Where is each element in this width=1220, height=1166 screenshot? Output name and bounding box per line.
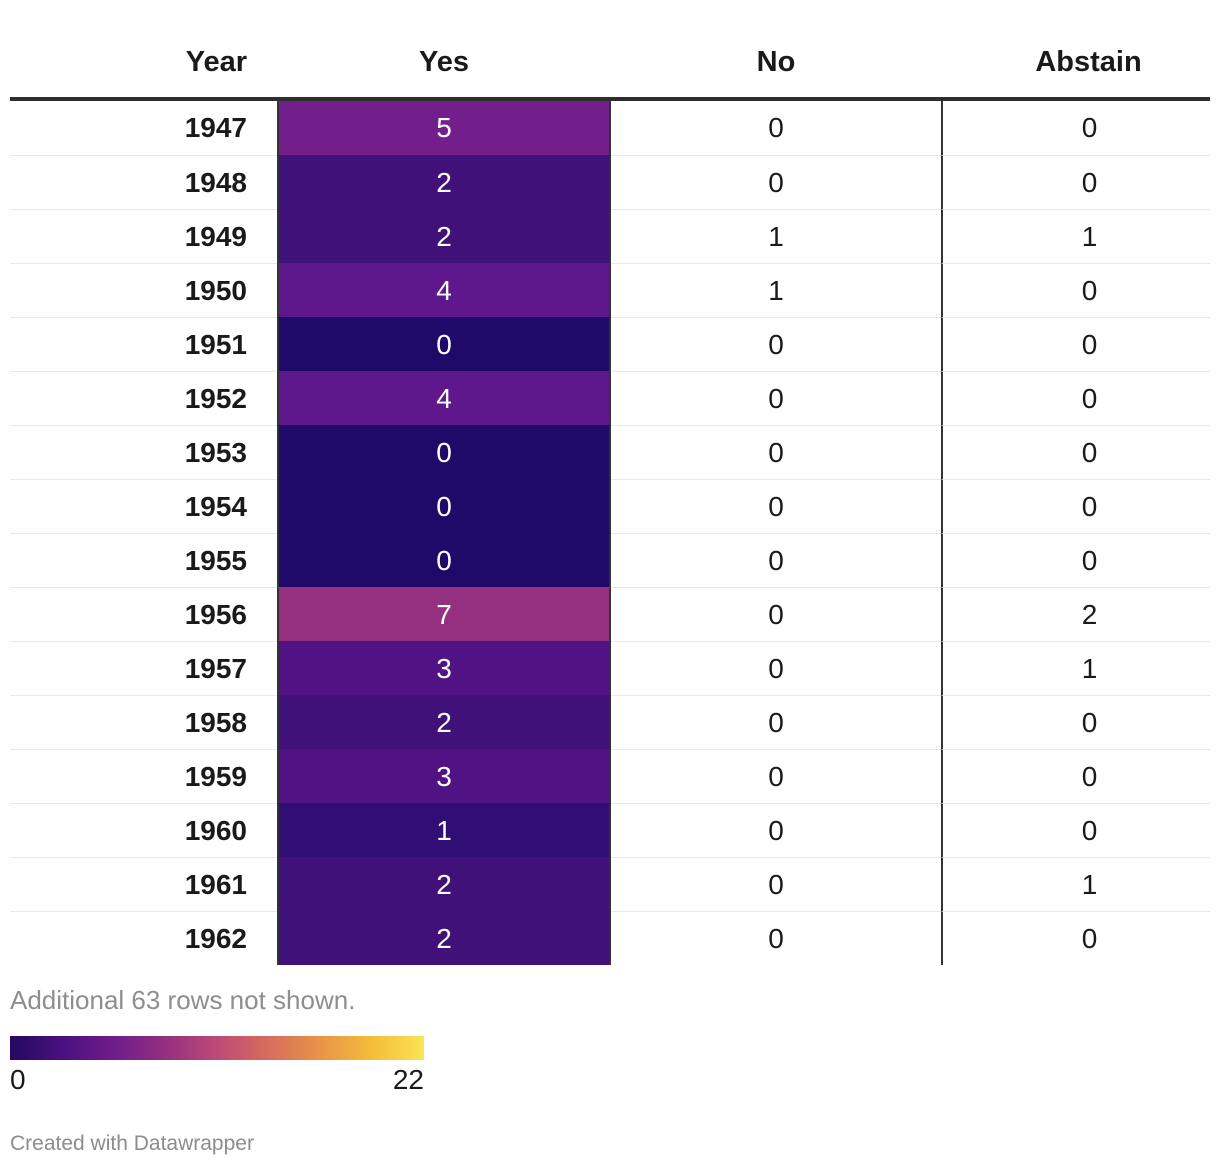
table-body: 1947 5 0 0 1948 2 0 0 1949 2 1 1 1950 4 1 0 1951 0 0 0 1952 4… <box>10 101 1210 965</box>
no-cell: 0 <box>768 112 784 143</box>
abstain-cell: 0 <box>941 803 1210 857</box>
yes-heatmap-cell: 5 <box>277 101 611 155</box>
year-cell: 1955 <box>10 533 277 587</box>
legend-max-label: 22 <box>392 1064 424 1095</box>
abstain-cell: 0 <box>941 317 1210 371</box>
no-cell: 1 <box>611 263 941 317</box>
yes-heatmap-cell: 0 <box>277 317 611 371</box>
year-cell: 1949 <box>10 209 277 263</box>
abstain-cell: 0 <box>941 695 1210 749</box>
abstain-cell: 2 <box>941 587 1210 641</box>
yes-heatmap-cell: 0 <box>277 479 611 533</box>
year-cell: 1960 <box>10 803 277 857</box>
year-cell: 1953 <box>10 425 277 479</box>
year-cell: 1961 <box>10 857 277 911</box>
table-row: 1962 2 0 0 <box>10 911 1210 965</box>
yes-heatmap-cell: 0 <box>277 533 611 587</box>
no-cell: 0 <box>611 587 941 641</box>
no-cell: 0 <box>611 533 941 587</box>
table-row: 1951 0 0 0 <box>10 317 1210 371</box>
table-row: 1948 2 0 0 <box>10 155 1210 209</box>
table-row: 1956 7 0 2 <box>10 587 1210 641</box>
year-cell: 1954 <box>10 479 277 533</box>
column-header-year: Year <box>10 0 277 101</box>
legend-min-label: 0 <box>10 1064 26 1095</box>
yes-heatmap-cell: 7 <box>277 587 611 641</box>
year-cell: 1951 <box>10 317 277 371</box>
yes-heatmap-cell: 3 <box>277 749 611 803</box>
no-cell: 0 <box>611 155 941 209</box>
year-cell: 1959 <box>10 749 277 803</box>
color-scale-legend: 0 22 <box>10 1036 424 1096</box>
table-row: 1960 1 0 0 <box>10 803 1210 857</box>
no-cell: 0 <box>611 641 941 695</box>
year-cell: 1950 <box>10 263 277 317</box>
yes-heatmap-cell: 2 <box>277 857 611 911</box>
abstain-cell: 0 <box>941 101 1210 155</box>
abstain-cell: 1 <box>941 857 1210 911</box>
column-header-no: No <box>611 0 941 101</box>
table-row: 1955 0 0 0 <box>10 533 1210 587</box>
no-cell: 0 <box>611 803 941 857</box>
abstain-cell: 0 <box>941 263 1210 317</box>
yes-heatmap-cell: 1 <box>277 803 611 857</box>
no-cell: 0 <box>611 857 941 911</box>
table-header: Year Yes No Abstain <box>10 0 1210 101</box>
year-cell: 1956 <box>10 587 277 641</box>
no-cell: 0 <box>611 479 941 533</box>
yes-heatmap-cell: 2 <box>277 695 611 749</box>
year-cell: 1947 <box>184 112 247 143</box>
abstain-cell: 0 <box>941 371 1210 425</box>
column-header-abstain: Abstain <box>941 0 1210 101</box>
abstain-cell: 0 <box>941 749 1210 803</box>
abstain-cell: 0 <box>941 479 1210 533</box>
year-cell: 1957 <box>10 641 277 695</box>
yes-heatmap-cell: 2 <box>277 911 611 965</box>
yes-heatmap-cell: 3 <box>277 641 611 695</box>
table-row: 1957 3 0 1 <box>10 641 1210 695</box>
table-row: 1952 4 0 0 <box>10 371 1210 425</box>
abstain-cell: 1 <box>941 641 1210 695</box>
table-row: 1949 2 1 1 <box>10 209 1210 263</box>
yes-heatmap-cell: 4 <box>277 263 611 317</box>
no-cell: 0 <box>611 911 941 965</box>
table-row: 1958 2 0 0 <box>10 695 1210 749</box>
abstain-cell: 0 <box>941 533 1210 587</box>
no-cell: 0 <box>611 749 941 803</box>
vote-table: Year Yes No Abstain 1947 5 0 0 1948 2 0 0 1949 2 1… <box>10 0 1210 965</box>
table-row: 1953 0 0 0 <box>10 425 1210 479</box>
no-cell: 0 <box>611 425 941 479</box>
abstain-cell: 1 <box>941 209 1210 263</box>
column-header-yes: Yes <box>277 0 611 101</box>
no-cell: 0 <box>611 371 941 425</box>
table-row: 1950 4 1 0 <box>10 263 1210 317</box>
year-cell: 1958 <box>10 695 277 749</box>
no-cell: 1 <box>611 209 941 263</box>
year-cell: 1952 <box>10 371 277 425</box>
table-row: 1961 2 0 1 <box>10 857 1210 911</box>
yes-heatmap-cell: 4 <box>277 371 611 425</box>
table-row: 1959 3 0 0 <box>10 749 1210 803</box>
color-gradient-bar <box>10 1036 424 1060</box>
table-row: 1954 0 0 0 <box>10 479 1210 533</box>
year-cell: 1962 <box>10 911 277 965</box>
year-cell: 1948 <box>10 155 277 209</box>
yes-heatmap-cell: 2 <box>277 155 611 209</box>
datawrapper-attribution: Created with Datawrapper <box>10 1132 254 1155</box>
abstain-cell: 0 <box>941 911 1210 965</box>
abstain-cell: 0 <box>941 425 1210 479</box>
abstain-cell: 0 <box>941 155 1210 209</box>
legend-labels: 0 22 <box>10 1064 424 1096</box>
table-row: 1947 5 0 0 <box>10 101 1210 155</box>
no-cell: 0 <box>611 695 941 749</box>
header-row: Year Yes No Abstain <box>10 0 1210 101</box>
yes-heatmap-cell: 2 <box>277 209 611 263</box>
yes-heatmap-cell: 0 <box>277 425 611 479</box>
rows-not-shown-note: Additional 63 rows not shown. <box>10 985 356 1015</box>
no-cell: 0 <box>611 317 941 371</box>
